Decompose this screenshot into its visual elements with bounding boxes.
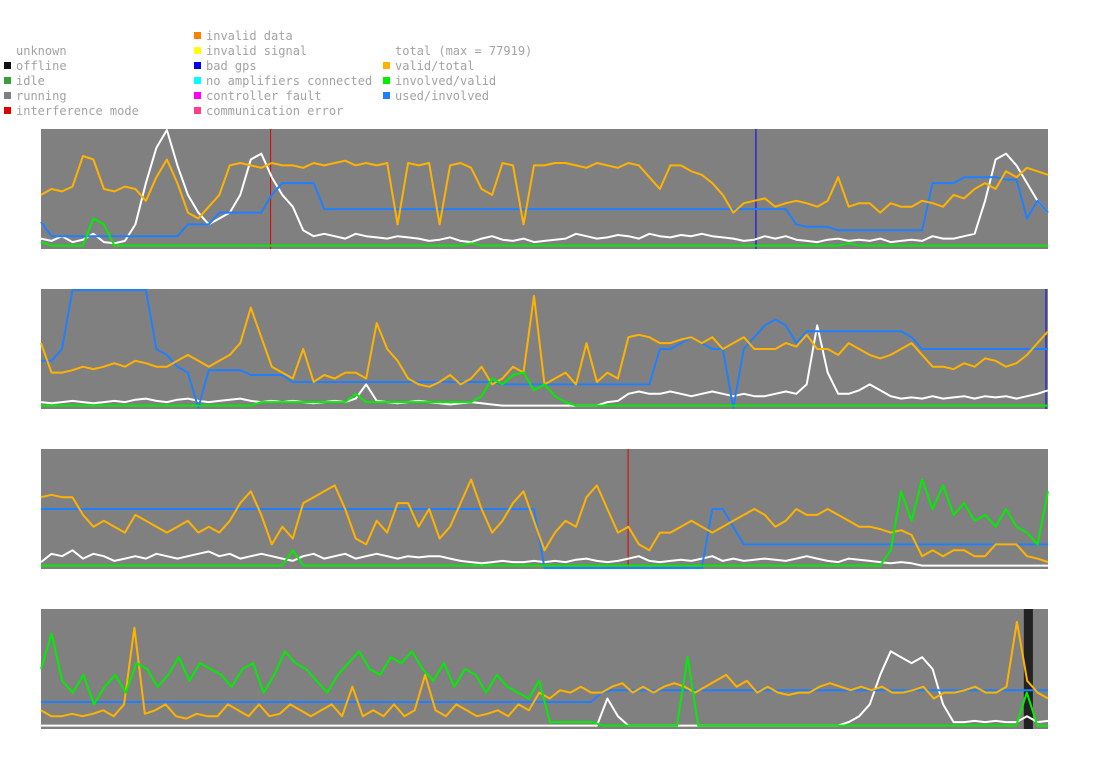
series-line [40,217,1048,247]
legend-label: idle [16,74,45,88]
legend-label: no amplifiers connected [206,74,373,88]
series-line [41,650,1049,727]
chart-panel [40,609,1049,729]
legend: unknown offline idle running interference mo… [0,0,1095,125]
legend-label: interference mode [16,104,139,118]
legend-swatch [4,107,11,114]
series-line [40,620,1049,720]
legend-label: offline [16,59,67,73]
series-line [41,508,1048,569]
series-line [41,371,1048,407]
legend-swatch [194,47,201,54]
legend-swatch [194,62,201,69]
legend-label: valid/total [395,59,475,73]
chart-panel [40,449,1049,569]
legend-swatch [194,32,201,39]
legend-label: communication error [206,104,344,118]
legend-label: involved/valid [395,74,497,88]
legend-label: used/involved [395,89,489,103]
legend-label: controller fault [206,89,322,103]
chart-panel [40,129,1049,249]
chart-panel [40,289,1049,409]
legend-swatch [383,62,390,69]
series-line [40,324,1049,407]
legend-swatch [194,77,201,84]
legend-label: invalid data [206,29,293,43]
legend-label: bad gps [206,59,257,73]
series-line [40,478,1049,564]
series-line [41,478,1049,567]
offline-span [1023,609,1033,729]
legend-swatch [383,92,390,99]
legend-swatch [4,92,11,99]
series-line [40,155,1049,226]
series-line [40,632,1048,727]
legend-label: invalid signal [206,44,308,58]
legend-swatch [194,107,201,114]
series-line [40,549,1048,567]
legend-label: running [16,89,67,103]
legend-swatch [4,77,11,84]
legend-swatch [383,77,390,84]
legend-swatch [4,62,11,69]
legend-swatch [194,92,201,99]
legend-label: total (max = 77919) [395,44,533,58]
legend-label: unknown [16,44,67,58]
plot-background [41,609,1048,729]
legend-swatch [4,47,11,54]
legend-swatch [383,47,390,54]
series-line [40,176,1049,238]
plot-background [41,289,1048,409]
plot-background [41,129,1048,249]
